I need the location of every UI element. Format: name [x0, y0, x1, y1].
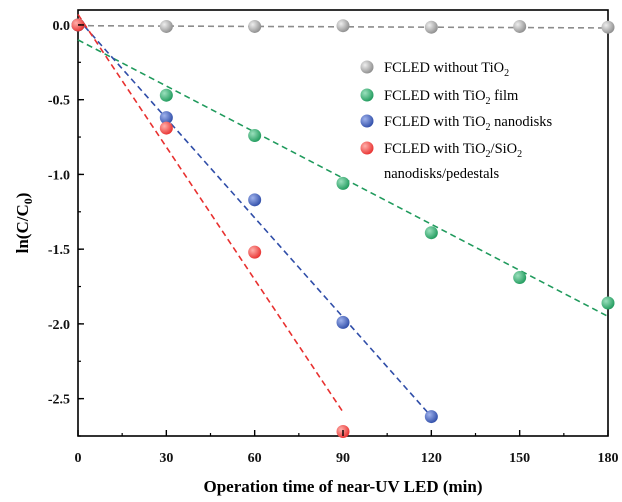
data-point-series-2: [248, 193, 262, 207]
fit-line-series-3: [77, 14, 344, 413]
data-point-series-1: [159, 88, 173, 102]
legend-label-tio2-sio2: FCLED with TiO2/SiO2: [384, 141, 522, 160]
data-point-series-0: [248, 19, 262, 33]
legend-marker-without-tio2: [360, 60, 374, 74]
fit-line-series-2: [77, 18, 432, 418]
y-tick-label: -2.0: [48, 318, 70, 333]
data-point-series-0: [513, 19, 527, 33]
legend-label-tio2-nanodisks: FCLED with TiO2 nanodisks: [384, 114, 553, 133]
legend-label-without-tio2: FCLED without TiO2: [384, 60, 509, 79]
data-point-series-2: [424, 410, 438, 424]
data-point-series-1: [601, 296, 615, 310]
x-axis-title: Operation time of near-UV LED (min): [203, 477, 482, 496]
data-point-series-1: [248, 129, 262, 143]
data-point-series-0: [424, 20, 438, 34]
data-point-series-0: [336, 19, 350, 33]
legend-marker-tio2-sio2: [360, 141, 374, 155]
legend-label-tio2-sio2-line2: nanodisks/pedestals: [384, 166, 500, 182]
x-tick-label: 90: [336, 451, 350, 466]
y-axis-title: ln(C/C0): [13, 193, 35, 254]
data-point-series-0: [159, 19, 173, 33]
y-tick-label: -2.5: [48, 393, 70, 408]
x-tick-label: 120: [421, 451, 442, 466]
data-point-series-1: [424, 226, 438, 240]
axis-ticks: 0 30 60 90 120 150 180 0.0 -0.5 -1.0 -1.5 -2.0 -2.5: [48, 19, 619, 466]
legend-marker-tio2-nanodisks: [360, 114, 374, 128]
data-point-series-0: [601, 20, 615, 34]
x-tick-label: 30: [159, 451, 173, 466]
y-tick-label: -1.5: [48, 243, 70, 258]
x-tick-label: 150: [509, 451, 530, 466]
legend-marker-tio2-film: [360, 88, 374, 102]
x-tick-label: 180: [598, 451, 619, 466]
data-point-series-2: [336, 315, 350, 329]
data-point-series-3: [248, 245, 262, 259]
y-tick-label: -0.5: [48, 94, 70, 109]
data-points: [71, 18, 615, 439]
data-point-series-3: [159, 121, 173, 135]
legend-label-tio2-film: FCLED with TiO2 film: [384, 88, 519, 107]
y-tick-label: 0.0: [53, 19, 71, 34]
data-point-series-1: [513, 271, 527, 285]
fit-lines: [77, 14, 609, 418]
data-point-series-2: [159, 111, 173, 125]
x-tick-label: 0: [75, 451, 82, 466]
plot-frame: [77, 9, 609, 437]
legend: FCLED without TiO2 FCLED with TiO2 film …: [360, 60, 553, 182]
data-point-series-1: [336, 176, 350, 190]
x-tick-label: 60: [248, 451, 262, 466]
y-tick-label: -1.0: [48, 168, 70, 183]
